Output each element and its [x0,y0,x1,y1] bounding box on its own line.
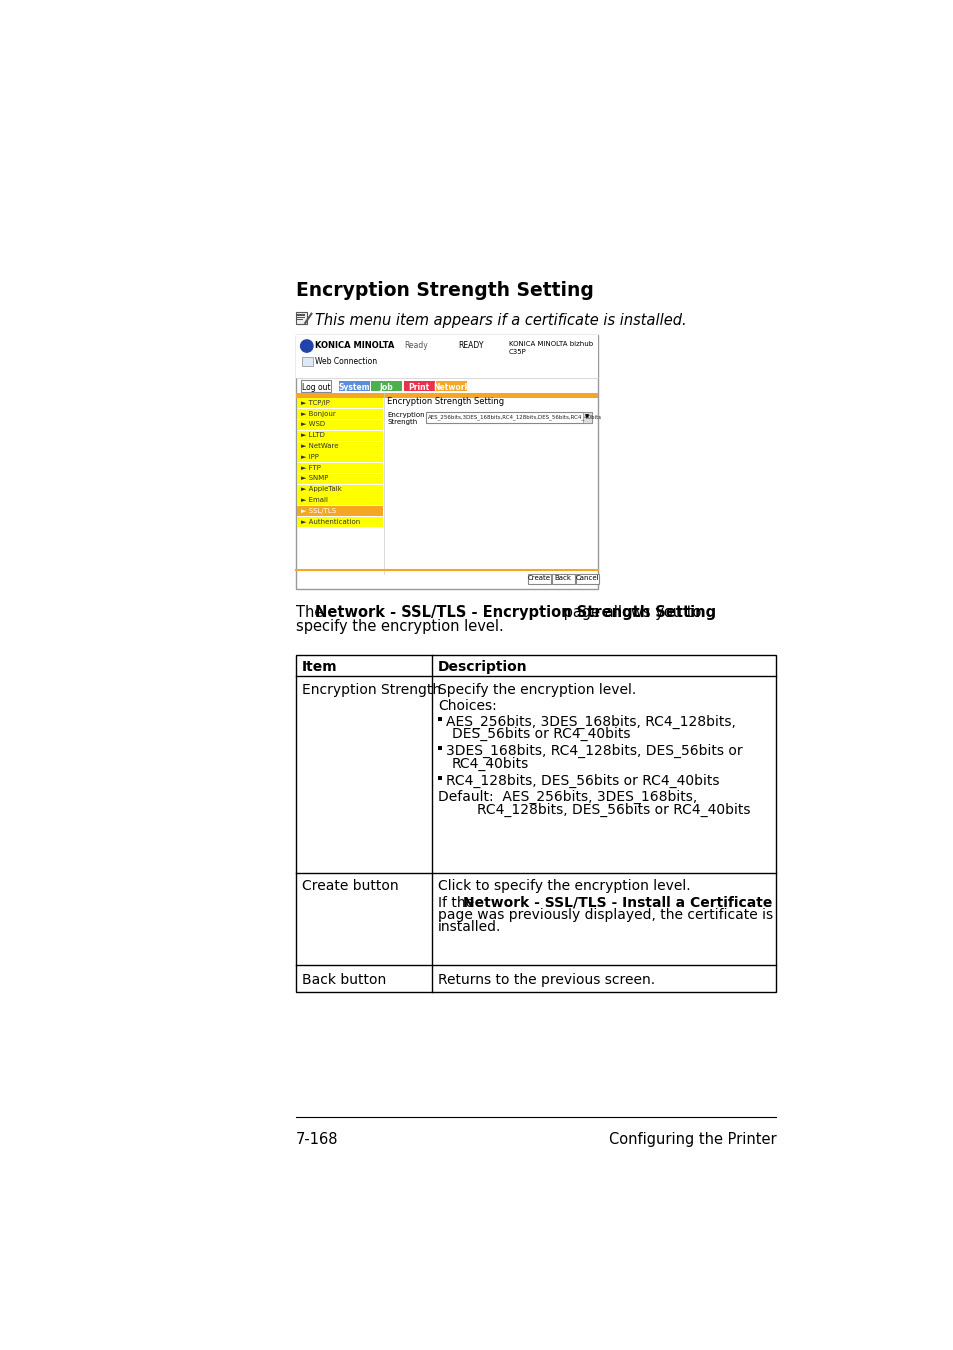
Text: Print: Print [408,383,430,392]
Text: Back button: Back button [302,973,386,987]
Bar [297,420,382,429]
Text: ► IPP: ► IPP [300,454,318,460]
FancyBboxPatch shape [301,379,331,393]
Bar [295,393,598,398]
Text: Default:  AES_256bits, 3DES_168bits,: Default: AES_256bits, 3DES_168bits, [437,790,697,805]
Text: ► FTP: ► FTP [300,464,320,471]
Text: installed.: installed. [437,921,500,934]
Bar [338,381,369,392]
Text: specify the encryption level.: specify the encryption level. [295,618,503,633]
Text: ► Email: ► Email [300,497,327,504]
Bar [295,655,776,992]
Text: page allows you to: page allows you to [558,605,701,620]
FancyBboxPatch shape [552,574,574,583]
Text: Specify the encryption level.: Specify the encryption level. [437,683,636,697]
Bar [295,312,307,324]
Bar [297,452,382,462]
Text: ► NetWare: ► NetWare [300,443,337,450]
Bar [297,409,382,420]
Text: Configuring the Printer: Configuring the Printer [608,1133,776,1147]
Text: Item: Item [302,660,337,674]
Bar [295,335,598,590]
Text: Network: Network [433,383,470,392]
Text: AES_256bits,3DES_168bits,RC4_128bits,DES_56bits,RC4_40bits: AES_256bits,3DES_168bits,RC4_128bits,DES… [427,414,601,420]
Text: 3DES_168bits, RC4_128bits, DES_56bits or: 3DES_168bits, RC4_128bits, DES_56bits or [445,744,741,759]
Text: ► Authentication: ► Authentication [300,518,359,525]
Text: Encryption Strength Setting: Encryption Strength Setting [295,281,593,300]
Text: ► LLTD: ► LLTD [300,432,324,439]
Bar [436,381,467,392]
Text: Description: Description [437,660,527,674]
Text: RC4_128bits, DES_56bits or RC4_40bits: RC4_128bits, DES_56bits or RC4_40bits [476,803,749,817]
Text: Job: Job [379,383,393,392]
FancyBboxPatch shape [576,574,598,583]
Text: Encryption
Strength: Encryption Strength [387,412,425,425]
Text: ► SSL/TLS: ► SSL/TLS [300,508,335,514]
Text: This menu item appears if a certificate is installed.: This menu item appears if a certificate … [314,313,685,328]
Text: Cancel: Cancel [575,575,598,582]
Text: ► Bonjour: ► Bonjour [300,410,335,417]
Text: AES_256bits, 3DES_168bits, RC4_128bits,: AES_256bits, 3DES_168bits, RC4_128bits, [445,716,735,729]
Bar [297,463,382,472]
Text: Click to specify the encryption level.: Click to specify the encryption level. [437,879,690,892]
Bar [297,441,382,451]
Text: ► TCP/IP: ► TCP/IP [300,400,329,406]
Text: If the: If the [437,896,477,910]
Text: DES_56bits or RC4_40bits: DES_56bits or RC4_40bits [452,728,630,741]
Bar [297,485,382,494]
Bar [426,412,592,423]
Text: RC4_128bits, DES_56bits or RC4_40bits: RC4_128bits, DES_56bits or RC4_40bits [445,774,719,787]
Bar [403,381,435,392]
Text: ▼: ▼ [584,414,589,420]
Bar [371,381,402,392]
Text: ► WSD: ► WSD [300,421,324,428]
Text: RC4_40bits: RC4_40bits [452,756,528,771]
Text: The: The [295,605,328,620]
Bar [437,717,441,721]
Bar [297,495,382,505]
Text: Returns to the previous screen.: Returns to the previous screen. [437,973,654,987]
Bar [297,506,382,516]
Text: ► SNMP: ► SNMP [300,475,328,482]
Bar [297,474,382,483]
Text: READY: READY [458,342,484,351]
Text: Create button: Create button [302,879,398,892]
Text: Network - SSL/TLS - Encryption Strength Setting: Network - SSL/TLS - Encryption Strength … [315,605,716,620]
Text: System: System [338,383,370,392]
Text: Web Connection: Web Connection [315,356,377,366]
FancyBboxPatch shape [528,574,550,583]
Bar [297,431,382,440]
Bar [297,517,382,526]
Text: page was previously displayed, the certificate is: page was previously displayed, the certi… [437,909,772,922]
Text: Network - SSL/TLS - Install a Certificate: Network - SSL/TLS - Install a Certificat… [463,896,772,910]
Text: Encryption Strength Setting: Encryption Strength Setting [387,397,504,406]
Bar [582,412,592,423]
Bar [295,335,598,378]
Bar [302,356,313,366]
Text: C35P: C35P [509,350,526,355]
Text: Encryption Strength: Encryption Strength [302,683,441,697]
Bar [437,747,441,751]
Text: Create: Create [527,575,550,582]
Circle shape [300,340,313,352]
Text: ► AppleTalk: ► AppleTalk [300,486,341,493]
Text: Ready: Ready [404,342,428,351]
Text: Log out: Log out [301,383,330,392]
Text: Back: Back [555,575,571,582]
Bar [437,776,441,779]
Text: KONICA MINOLTA bizhub: KONICA MINOLTA bizhub [509,342,593,347]
Text: KONICA MINOLTA: KONICA MINOLTA [315,342,395,351]
Text: 7-168: 7-168 [295,1133,338,1147]
Bar [297,398,382,409]
Text: Choices:: Choices: [437,699,496,713]
